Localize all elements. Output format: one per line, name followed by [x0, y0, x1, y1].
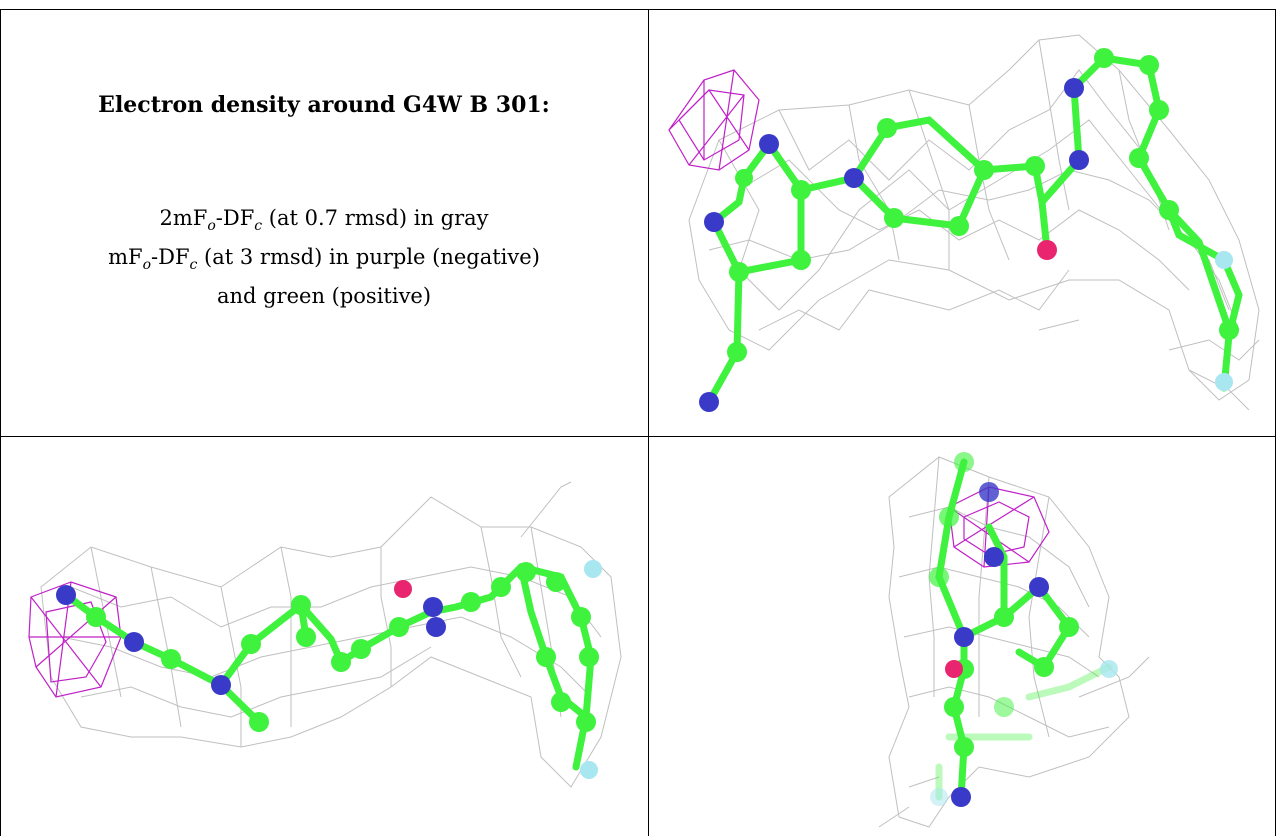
middle-divider	[0, 436, 1276, 437]
line-fofc: mFo-DFc (at 3 rmsd) in purple (negative)	[108, 245, 540, 274]
top-border	[0, 9, 1276, 10]
line-colors: and green (positive)	[216, 284, 432, 309]
left-border	[0, 9, 1, 836]
density-view-top-right	[649, 10, 1275, 436]
molecule-image-1	[668, 34, 1260, 412]
molecule-atoms	[699, 48, 1239, 412]
molecule-image-2	[28, 481, 622, 788]
map-description: 2mFo-DFc (at 0.7 rmsd) in gray mFo-DFc (…	[0, 203, 648, 312]
density-view-bottom-right	[649, 437, 1275, 836]
figure-title: Electron density around G4W B 301:	[98, 92, 550, 118]
density-view-bottom-left	[1, 437, 648, 836]
mesh-2fofc	[688, 34, 1260, 411]
mesh-2fofc	[878, 456, 1150, 828]
center-divider	[648, 9, 649, 836]
molecule-atoms	[56, 560, 602, 779]
molecule-image-3	[878, 452, 1150, 828]
molecule-atoms	[929, 452, 1118, 807]
mesh-negative	[668, 69, 760, 171]
line-2fofc: 2mFo-DFc (at 0.7 rmsd) in gray	[159, 206, 489, 235]
